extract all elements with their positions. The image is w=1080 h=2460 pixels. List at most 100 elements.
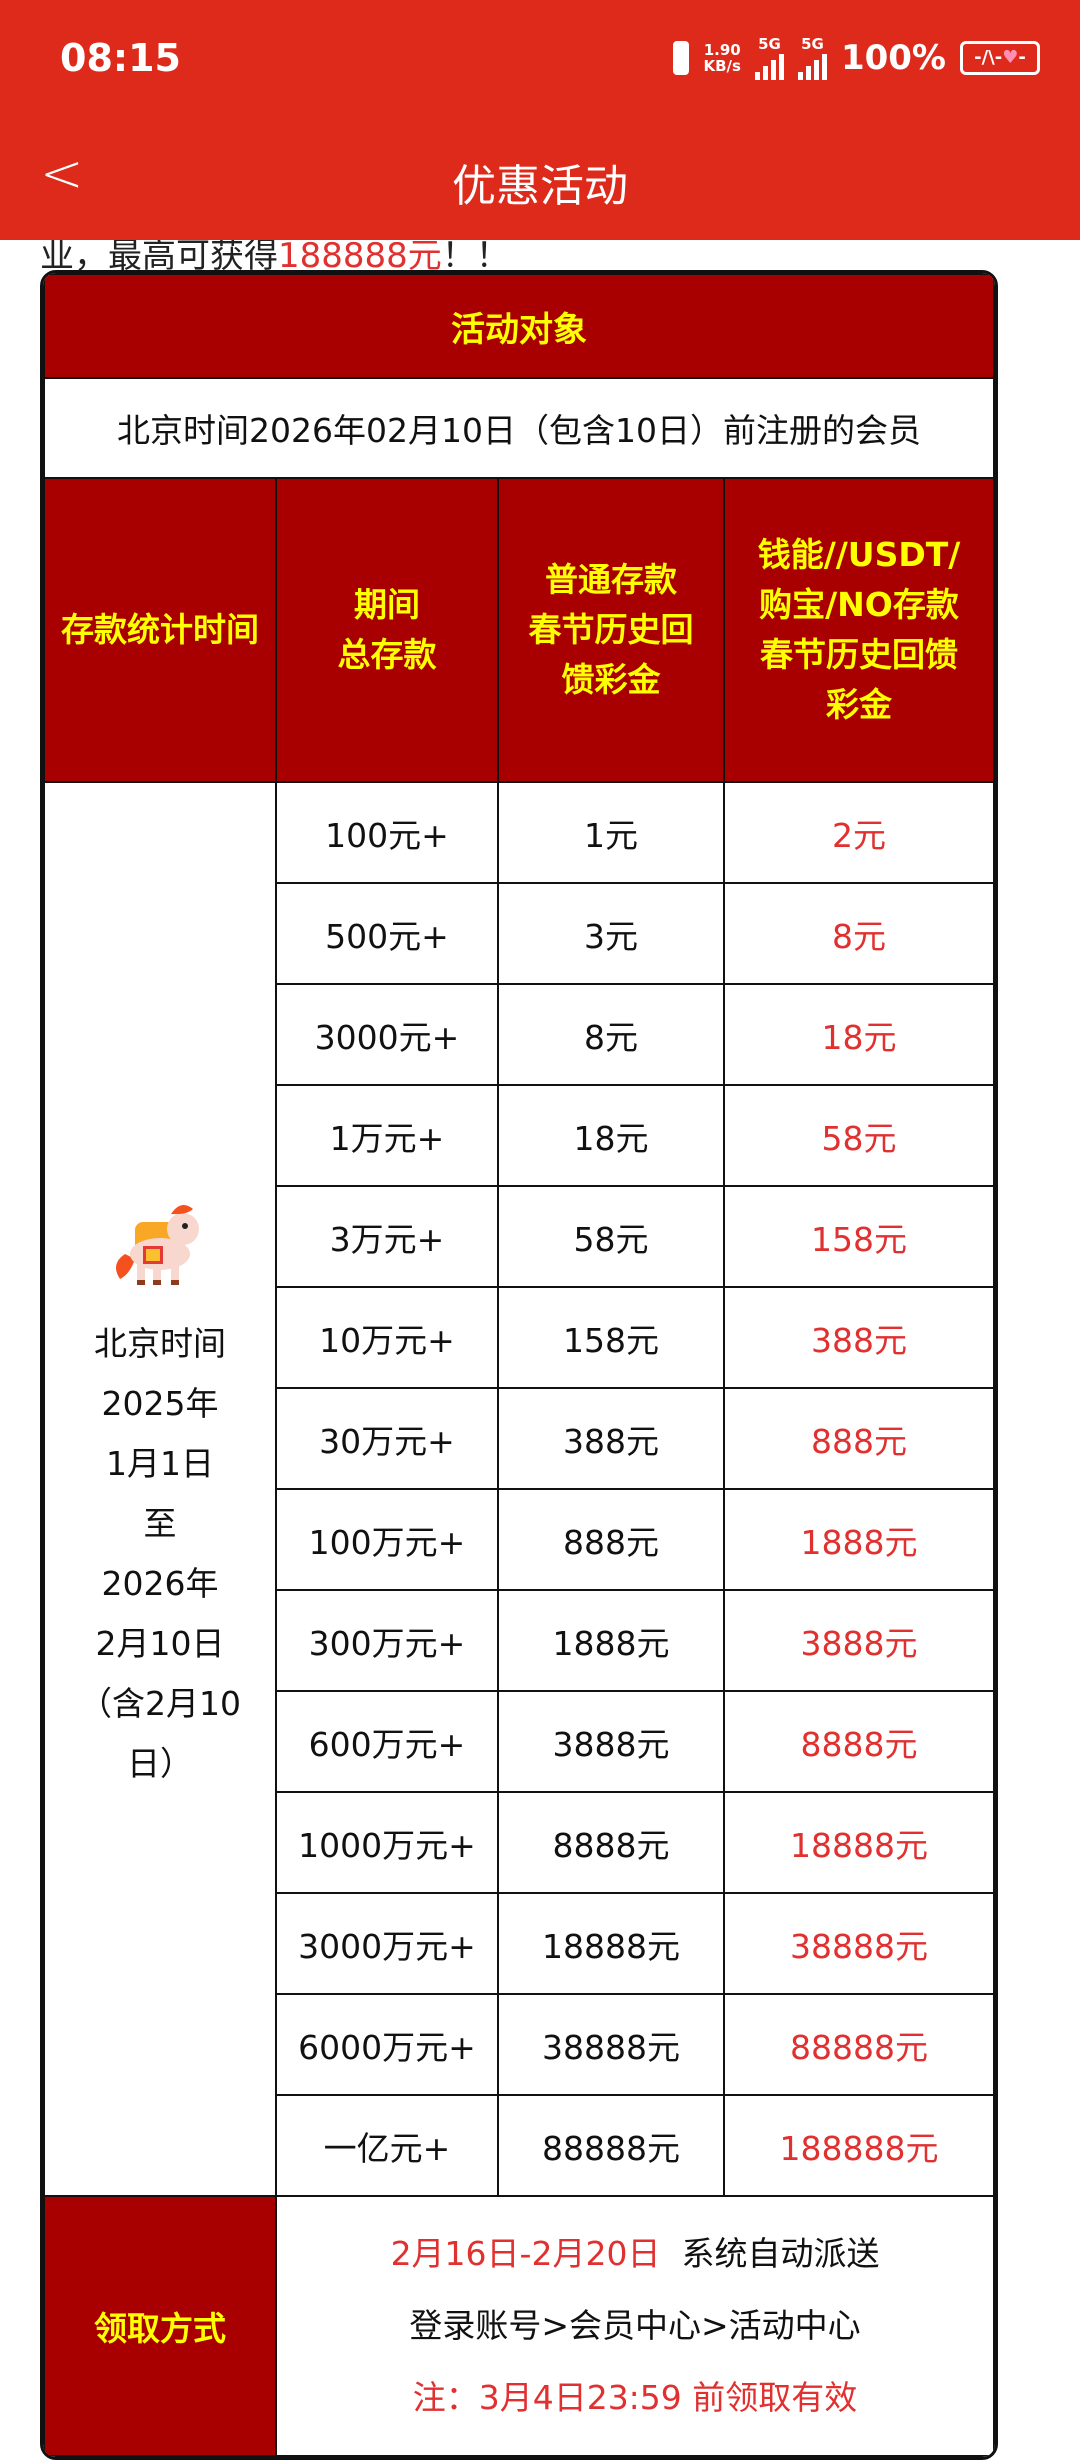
table-row: 北京时间 2025年 1月1日至 2026年 2月10日 （含2月10 日） 100元+ 1元 2… [43, 781, 995, 2197]
period-line: 2026年 [101, 1564, 219, 1603]
period-cell: 北京时间 2025年 1月1日至 2026年 2月10日 （含2月10 日） [43, 781, 277, 2197]
crypto-bonus-cell: 3888元 [723, 1589, 995, 1692]
crypto-bonus-cell: 1888元 [723, 1488, 995, 1591]
table-row: 600万元+ 3888元 8888元 [44, 1690, 995, 1793]
column-header: 期间 总存款 [275, 477, 499, 783]
deposit-cell: 6000万元+ [275, 1993, 499, 2096]
column-header: 普通存款 春节历史回 馈彩金 [497, 477, 725, 783]
deposit-cell: 100元+ [275, 781, 499, 884]
claim-date: 2月16日-2月20日 [390, 2234, 661, 2273]
table-row: 一亿元+ 88888元 188888元 [44, 2094, 995, 2197]
status-icons: 1.90 KB/s 5G 5G 100% -/\-♥- [673, 36, 1040, 80]
signal-icon [797, 52, 827, 80]
table-row: 30万元+ 388元 888元 [44, 1387, 995, 1490]
column-header: 存款统计时间 [43, 477, 277, 783]
deposit-cell: 3万元+ [275, 1185, 499, 1288]
claim-auto: 系统自动派送 [681, 2234, 880, 2273]
net-speed: 1.90 KB/s [703, 42, 740, 74]
deposit-cell: 10万元+ [275, 1286, 499, 1389]
normal-bonus-cell: 8元 [497, 983, 725, 1086]
intro-text-main: 业，最高可获得 [40, 236, 278, 276]
crypto-bonus-cell: 888元 [723, 1387, 995, 1490]
normal-bonus-cell: 3888元 [497, 1690, 725, 1793]
net-speed-value: 1.90 [703, 41, 741, 59]
normal-bonus-cell: 1元 [497, 781, 725, 884]
horse-mascot-icon [105, 1184, 215, 1294]
deposit-cell: 3000万元+ [275, 1892, 499, 1995]
crypto-bonus-cell: 388元 [723, 1286, 995, 1389]
normal-bonus-cell: 158元 [497, 1286, 725, 1389]
crypto-bonus-cell: 188888元 [723, 2094, 995, 2197]
deposit-cell: 100万元+ [275, 1488, 499, 1591]
normal-bonus-cell: 1888元 [497, 1589, 725, 1692]
intro-text: 业，最高可获得188888元！！ [40, 228, 510, 277]
table-row: 100万元+ 888元 1888元 [44, 1488, 995, 1591]
table-row: 6000万元+ 38888元 88888元 [44, 1993, 995, 2096]
back-button[interactable]: < [40, 144, 84, 204]
crypto-bonus-cell: 2元 [723, 781, 995, 884]
normal-bonus-cell: 38888元 [497, 1993, 725, 2096]
net-speed-unit: KB/s [703, 57, 741, 75]
object-title: 活动对象 [43, 273, 995, 379]
app-header: 08:15 1.90 KB/s 5G 5G 100% -/\-♥- < 优惠活动 [0, 0, 1080, 240]
crypto-bonus-cell: 8元 [723, 882, 995, 985]
deposit-cell: 300万元+ [275, 1589, 499, 1692]
signal-2: 5G [797, 35, 827, 80]
period-line: 2025年 [101, 1384, 219, 1423]
table-row: 300万元+ 1888元 3888元 [44, 1589, 995, 1692]
claim-details: 2月16日-2月20日 系统自动派送 登录账号>会员中心>活动中心 注：3月4日… [275, 2195, 995, 2457]
crypto-bonus-cell: 88888元 [723, 1993, 995, 2096]
column-header: 钱能//USDT/ 购宝/NO存款 春节历史回馈 彩金 [723, 477, 995, 783]
vibrate-icon [673, 41, 690, 75]
deposit-cell: 500元+ [275, 882, 499, 985]
claim-path: 登录账号>会员中心>活动中心 [409, 2306, 861, 2345]
claim-note: 注：3月4日23:59 前领取有效 [412, 2378, 858, 2417]
status-time: 08:15 [60, 36, 181, 80]
period-line: 至 [143, 1504, 177, 1543]
table-row: 1万元+ 18元 58元 [44, 1084, 995, 1187]
battery-icon: -/\-♥- [960, 41, 1040, 75]
intro-suffix: ！！ [441, 236, 510, 276]
sim2-label: 5G [801, 35, 824, 53]
normal-bonus-cell: 88888元 [497, 2094, 725, 2197]
period-line: 日） [127, 1744, 193, 1783]
crypto-bonus-cell: 38888元 [723, 1892, 995, 1995]
intro-highlight: 188888元 [278, 236, 442, 276]
normal-bonus-cell: 18元 [497, 1084, 725, 1187]
table-row: 500元+ 3元 8元 [44, 882, 995, 985]
deposit-cell: 一亿元+ [275, 2094, 499, 2197]
crypto-bonus-cell: 18888元 [723, 1791, 995, 1894]
deposit-cell: 1万元+ [275, 1084, 499, 1187]
battery-percent: 100% [840, 38, 946, 78]
period-line: （含2月10 [79, 1684, 241, 1723]
page-title: 优惠活动 [452, 161, 628, 212]
normal-bonus-cell: 18888元 [497, 1892, 725, 1995]
table-row: 1000万元+ 8888元 18888元 [44, 1791, 995, 1894]
signal-icon [754, 52, 784, 80]
normal-bonus-cell: 388元 [497, 1387, 725, 1490]
crypto-bonus-cell: 58元 [723, 1084, 995, 1187]
normal-bonus-cell: 8888元 [497, 1791, 725, 1894]
period-line: 2月10日 [95, 1624, 225, 1663]
deposit-cell: 3000元+ [275, 983, 499, 1086]
deposit-cell: 30万元+ [275, 1387, 499, 1490]
table-row: 3000万元+ 18888元 38888元 [44, 1892, 995, 1995]
deposit-cell: 1000万元+ [275, 1791, 499, 1894]
normal-bonus-cell: 888元 [497, 1488, 725, 1591]
table-row: 3000元+ 8元 18元 [44, 983, 995, 1086]
table-row: 10万元+ 158元 388元 [44, 1286, 995, 1389]
claim-label: 领取方式 [43, 2195, 277, 2457]
object-value: 北京时间2026年02月10日（包含10日）前注册的会员 [43, 377, 995, 479]
normal-bonus-cell: 58元 [497, 1185, 725, 1288]
sim1-label: 5G [758, 35, 781, 53]
period-line: 1月1日 [106, 1444, 214, 1483]
promo-table: 活动对象 北京时间2026年02月10日（包含10日）前注册的会员 存款统计时间… [40, 270, 998, 2460]
crypto-bonus-cell: 18元 [723, 983, 995, 1086]
period-line: 北京时间 [94, 1324, 226, 1363]
signal-1: 5G [754, 35, 784, 80]
crypto-bonus-cell: 8888元 [723, 1690, 995, 1793]
table-row: 3万元+ 58元 158元 [44, 1185, 995, 1288]
crypto-bonus-cell: 158元 [723, 1185, 995, 1288]
normal-bonus-cell: 3元 [497, 882, 725, 985]
deposit-cell: 600万元+ [275, 1690, 499, 1793]
